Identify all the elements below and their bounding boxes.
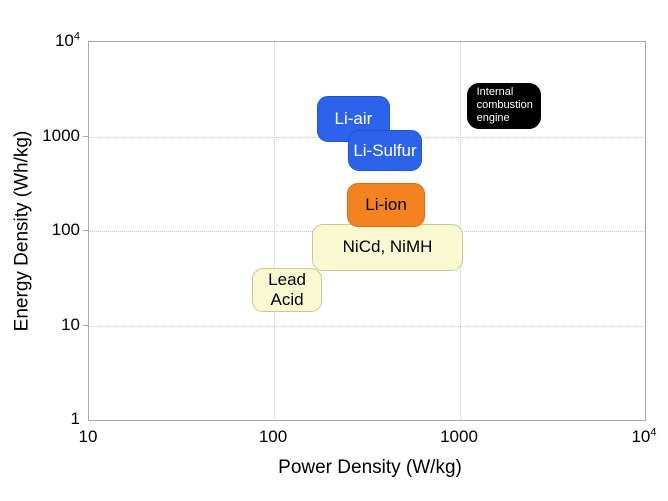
y-axis-tick (83, 325, 88, 326)
region-label-line: combustion (476, 99, 533, 112)
region-label-line: engine (476, 112, 510, 125)
region-li-sulfur: Li-Sulfur (348, 130, 422, 172)
region-label-line: Li-air (334, 109, 373, 129)
region-label-line: Li-Sulfur (353, 140, 417, 160)
tick-label-base: 100 (51, 220, 80, 239)
x-axis-title: Power Density (W/kg) (278, 457, 462, 478)
tick-label-exponent: 4 (650, 426, 657, 439)
tick-label-base: 1000 (42, 126, 80, 145)
x-tick-label: 10 (43, 427, 133, 447)
region-label-line: Acid (270, 289, 304, 309)
tick-label-base: 10 (54, 31, 74, 50)
y-axis-tick (83, 136, 88, 137)
tick-label-base: 10 (61, 315, 80, 334)
tick-label-exponent: 4 (73, 30, 80, 43)
y-tick-label: 1000 (0, 126, 80, 146)
region-lead-acid: Lead Acid (252, 267, 322, 312)
y-tick-label: 10 (0, 315, 80, 335)
y-tick-label: 104 (0, 31, 80, 51)
region-nicd-nimh: NiCd, NiMH (312, 224, 463, 271)
y-axis-tick (83, 230, 88, 231)
region-label-line: Internal (476, 86, 514, 99)
region-internal-combustion-engine: Internal combustion engine (466, 82, 542, 129)
region-label-line: NiCd, NiMH (342, 237, 433, 257)
plot-area: NiCd, NiMH Lead Acid Li-ion Li-air Li-Sulfur I… (88, 41, 646, 421)
gridline-horizontal (89, 325, 645, 327)
region-label-line: Li-ion (365, 195, 407, 215)
tick-label-base: 100 (258, 427, 288, 446)
tick-label-base: 1 (70, 409, 80, 428)
y-tick-label: 100 (0, 220, 80, 240)
x-tick-label: 100 (228, 427, 318, 447)
region-li-ion: Li-ion (347, 183, 425, 228)
x-tick-label: 104 (599, 427, 668, 447)
tick-label-base: 10 (631, 427, 651, 446)
region-label-line: Lead (268, 269, 306, 289)
tick-label-base: 1000 (440, 427, 478, 446)
x-tick-label: 1000 (414, 427, 504, 447)
y-tick-label: 1 (0, 409, 80, 429)
tick-label-base: 10 (78, 427, 98, 446)
